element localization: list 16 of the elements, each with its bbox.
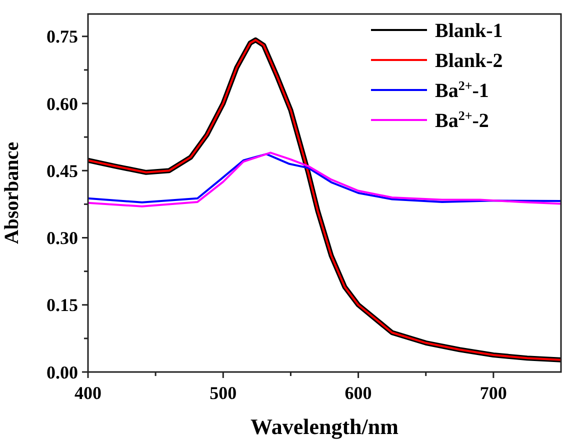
y-tick-label: 0.75 (46, 26, 78, 47)
legend-label: Blank-1 (435, 20, 503, 42)
y-tick-label: 0.15 (46, 295, 78, 316)
x-axis-title: Wavelength/nm (250, 414, 398, 439)
x-tick-label: 500 (210, 383, 237, 403)
y-tick-label: 0.00 (46, 362, 78, 382)
x-tick-label: 600 (344, 383, 372, 403)
y-tick-label: 0.60 (46, 94, 78, 114)
y-axis-title: Absorbance (1, 142, 23, 244)
x-tick-label: 400 (74, 383, 102, 403)
x-tick-label: 700 (480, 383, 507, 403)
y-tick-label: 0.45 (46, 160, 78, 181)
legend-label: Ba$^{2+}$-1 (435, 78, 489, 102)
y-tick-label: 0.30 (46, 228, 78, 248)
legend-label: Ba$^{2+}$-2 (435, 108, 489, 132)
legend-label: Blank-2 (435, 50, 503, 72)
